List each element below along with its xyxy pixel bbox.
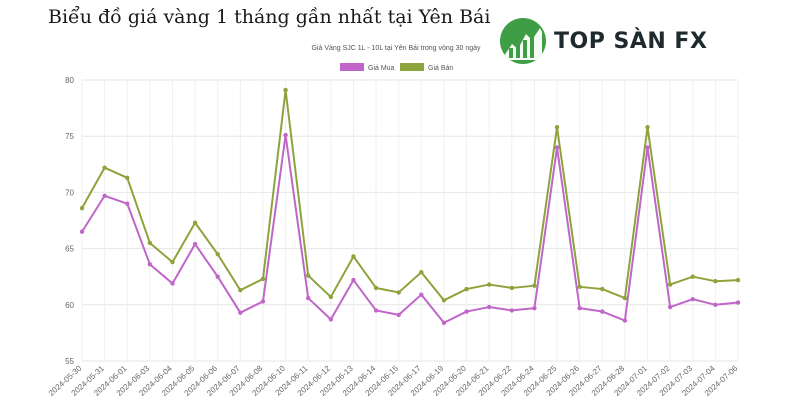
- data-point[interactable]: [79, 229, 85, 234]
- data-point[interactable]: [509, 285, 514, 291]
- data-point[interactable]: [509, 308, 514, 313]
- series-line: [81, 134, 739, 324]
- data-point[interactable]: [328, 317, 334, 322]
- data-point[interactable]: [622, 318, 628, 323]
- data-point[interactable]: [419, 270, 424, 275]
- data-point[interactable]: [260, 276, 266, 282]
- y-tick-label: 70: [65, 188, 74, 197]
- data-point[interactable]: [396, 290, 401, 295]
- data-point[interactable]: [419, 292, 424, 297]
- data-point[interactable]: [306, 273, 311, 278]
- data-point[interactable]: [260, 299, 266, 304]
- y-tick-label: 80: [65, 76, 74, 85]
- legend-swatch: [400, 63, 424, 71]
- data-point[interactable]: [486, 282, 492, 287]
- data-point[interactable]: [600, 286, 605, 292]
- data-point[interactable]: [554, 125, 560, 130]
- data-point[interactable]: [351, 254, 356, 259]
- data-point[interactable]: [600, 309, 605, 314]
- data-point[interactable]: [532, 283, 537, 288]
- data-point[interactable]: [373, 285, 379, 291]
- data-point[interactable]: [215, 274, 220, 279]
- data-point[interactable]: [238, 310, 243, 315]
- data-point[interactable]: [441, 320, 447, 325]
- data-point[interactable]: [125, 201, 130, 206]
- data-point[interactable]: [690, 274, 695, 279]
- legend-label: Giá Bán: [428, 65, 453, 72]
- data-point[interactable]: [306, 295, 311, 301]
- data-point[interactable]: [373, 308, 379, 313]
- data-point[interactable]: [667, 282, 673, 287]
- data-point[interactable]: [441, 298, 447, 303]
- data-point[interactable]: [328, 294, 334, 300]
- series-0: [79, 132, 741, 325]
- data-point[interactable]: [147, 240, 153, 246]
- data-point[interactable]: [170, 259, 175, 265]
- data-point[interactable]: [396, 312, 401, 318]
- data-point[interactable]: [464, 286, 469, 292]
- legend-label: Giá Mua: [368, 65, 395, 72]
- data-point[interactable]: [170, 281, 175, 286]
- data-point[interactable]: [690, 296, 695, 302]
- data-point[interactable]: [577, 305, 582, 311]
- data-point[interactable]: [622, 295, 628, 301]
- data-point[interactable]: [102, 165, 107, 170]
- chart-legend: Giá Mua Giá Bán: [340, 63, 453, 72]
- data-point[interactable]: [192, 220, 198, 225]
- data-point[interactable]: [735, 300, 741, 305]
- data-point[interactable]: [283, 132, 288, 138]
- data-point[interactable]: [645, 125, 650, 130]
- data-point[interactable]: [147, 262, 153, 267]
- y-tick-label: 60: [65, 301, 74, 310]
- data-point[interactable]: [532, 305, 537, 311]
- logo-chart-icon: [500, 18, 546, 64]
- data-point[interactable]: [735, 277, 741, 283]
- data-point[interactable]: [667, 304, 673, 310]
- data-point[interactable]: [713, 278, 718, 284]
- page-heading: Biểu đồ giá vàng 1 tháng gần nhất tại Yê…: [48, 6, 491, 28]
- data-point[interactable]: [577, 284, 582, 290]
- data-point[interactable]: [554, 145, 560, 150]
- y-tick-label: 75: [65, 132, 74, 141]
- data-point[interactable]: [486, 304, 492, 310]
- data-point[interactable]: [464, 309, 469, 314]
- data-point[interactable]: [238, 287, 243, 293]
- data-point[interactable]: [125, 175, 130, 180]
- chart-title: Giá Vàng SJC 1L - 10L tại Yên Bái trong …: [311, 45, 481, 52]
- y-tick-label: 65: [65, 245, 74, 254]
- legend-swatch: [340, 63, 364, 71]
- data-point[interactable]: [713, 302, 718, 307]
- y-tick-label: 55: [65, 357, 74, 366]
- data-point[interactable]: [283, 87, 288, 93]
- data-point[interactable]: [192, 241, 198, 247]
- y-axis: 55 60 65 70 75 80: [65, 76, 74, 366]
- chart-grid: [81, 79, 739, 362]
- series-1: [79, 87, 741, 303]
- data-point[interactable]: [102, 193, 107, 198]
- data-point[interactable]: [79, 205, 85, 211]
- series-line: [81, 89, 739, 302]
- chart-series: [79, 87, 741, 325]
- data-point[interactable]: [351, 277, 356, 283]
- data-point[interactable]: [645, 145, 650, 150]
- data-point[interactable]: [215, 252, 220, 257]
- logo-text: TOP SÀN FX: [554, 29, 708, 54]
- brand-logo: TOP SÀN FX: [500, 18, 720, 66]
- x-axis: 2024-05-302024-05-312024-06-012024-06-03…: [47, 363, 740, 397]
